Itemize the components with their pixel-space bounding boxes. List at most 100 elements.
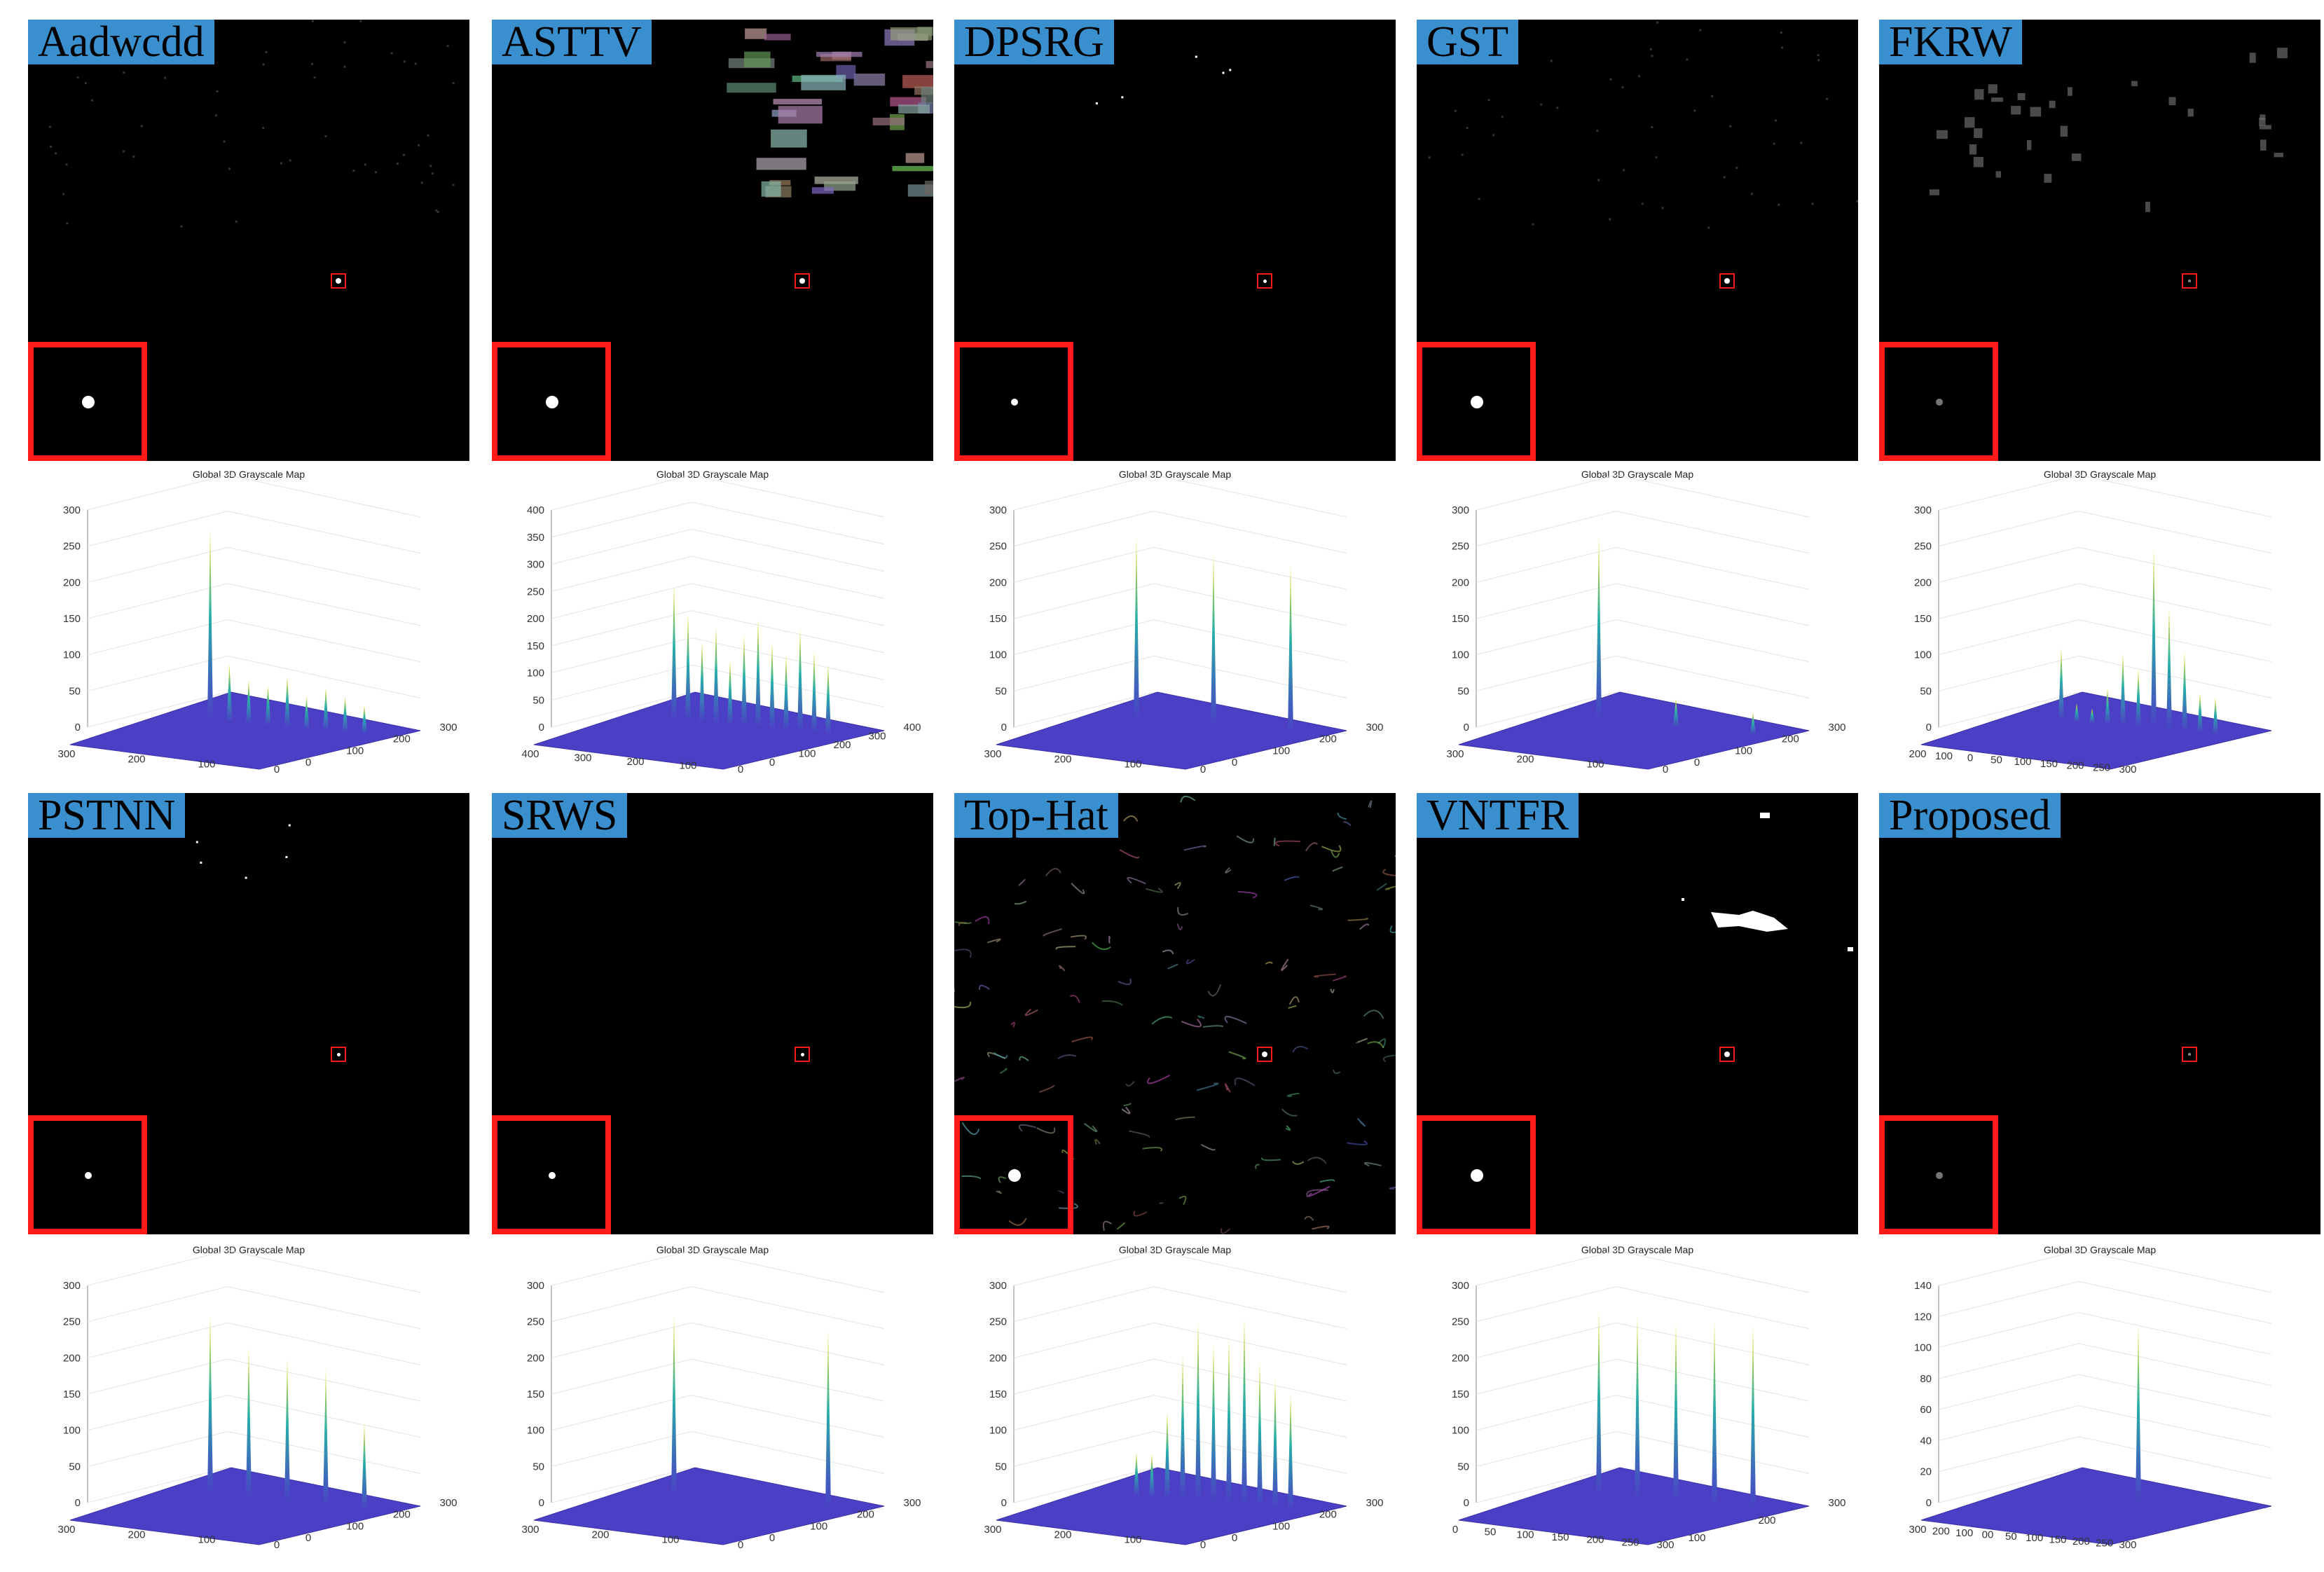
z-tick-label: 250 [63,541,81,553]
surface-peak [1226,1337,1232,1504]
surface-peak [265,685,271,726]
y-tick-label: 200 [393,1509,411,1521]
x-tick-label: 400 [521,748,539,760]
x-tick-label: 200 [1909,748,1926,760]
z-tick-label: 0 [1001,722,1007,733]
method-label: GST [1417,20,1519,64]
grayscale-3d-plot-pstnn: Global 3D Grayscale Map 0 50 100 150 200 250 30… [28,1243,469,1552]
surface-peak [1195,1320,1201,1501]
y-tick-label: 0 [305,1532,311,1544]
surface-peak [1211,1343,1216,1503]
z-tick-label: 300 [989,504,1007,516]
target-point [2188,1053,2191,1056]
target-point [799,278,805,284]
x-tick-label: 200 [591,1529,609,1540]
zoomed-target-inset [954,342,1073,461]
y-tick-label: 0 [1694,757,1700,768]
y-tick-label: 200 [393,733,411,745]
y-tick-label: 0 [305,757,311,768]
x-tick-label: 100 [1586,759,1604,771]
surface-peak [797,628,803,732]
surface-peak [1272,1378,1278,1508]
z-tick-label: 300 [63,504,81,516]
surface-base [533,1467,885,1545]
x-tick-label: 300 [1909,1524,1926,1536]
y-tick-label: 300 [439,722,457,733]
surface-peak [1596,1311,1602,1496]
x-tick-label: 100 [1516,1529,1534,1540]
x-tick-label: 300 [1446,748,1464,760]
z-tick-label: 250 [1452,1316,1469,1328]
surface-peak [825,1328,831,1510]
y-tick-label: 100 [346,1520,364,1532]
y-tick-label: 200 [1319,733,1337,745]
y-tick-label: 100 [1735,745,1752,757]
x-tick-label: 300 [574,752,591,764]
x-tick-label: 0 [1200,1539,1206,1551]
surface-base [996,691,1347,770]
detection-image-fkrw: FKRW [1879,20,2320,461]
x-tick-label: 300 [984,748,1001,760]
surface-peak [755,619,761,728]
zoomed-target-point [82,396,95,408]
plot-title: Global 3D Grayscale Map [656,1244,769,1255]
surface-peak [207,528,213,720]
z-tick-label: 250 [989,541,1007,553]
surface-peak [1673,1321,1679,1503]
surface-peak [207,1314,213,1496]
x-tick-label: 150 [1551,1531,1569,1543]
x-tick-label: 50 [1485,1526,1497,1538]
x-tick-label: 200 [626,756,644,768]
surface-peak [685,612,691,722]
y-tick-label: 100 [1272,745,1290,757]
z-tick-label: 50 [69,1461,81,1473]
target-roi-marker [1257,273,1272,289]
z-tick-label: 200 [527,1352,544,1364]
plot-title: Global 3D Grayscale Map [1119,1244,1232,1255]
surface-peak [323,1368,329,1506]
surface-peak [783,654,789,731]
detection-image-asttv: ASTTV [492,20,933,461]
grayscale-3d-plot-srws: Global 3D Grayscale Map 0 50 100 150 200 250 30… [492,1243,933,1552]
surface-peak [284,1358,290,1503]
z-tick-label: 100 [1914,649,1932,661]
surface-peak [246,680,252,724]
z-tick-label: 120 [1914,1311,1932,1323]
z-tick-label: 100 [527,1425,544,1437]
surface-peak [825,663,831,734]
x-tick-label: 100 [198,1534,215,1546]
x-tick-label: 100 [679,760,696,772]
background-texture [1682,813,1853,951]
x-tick-label: 200 [1932,1525,1950,1537]
surface-peak [1164,1412,1170,1498]
x-tick-label: 100 [1955,1527,1973,1539]
surface-peak [1750,1325,1756,1510]
z-tick-label: 250 [1914,541,1932,553]
x-tick-label: 300 [57,1524,75,1536]
surface-peak [2136,669,2141,727]
x-tick-label: 00 [1982,1529,1994,1540]
z-tick-label: 50 [69,685,81,697]
z-tick-label: 250 [63,1316,81,1328]
z-tick-label: 0 [1464,1497,1469,1509]
target-roi-marker [1719,1047,1735,1062]
z-tick-label: 50 [995,1461,1007,1473]
zoomed-target-point [1471,396,1483,408]
z-tick-label: 200 [1452,577,1469,588]
surface-peak [2197,693,2203,733]
zoomed-target-point [1471,1169,1483,1182]
plot-title: Global 3D Grayscale Map [193,1244,305,1255]
plot-title: Global 3D Grayscale Map [1119,469,1232,480]
grayscale-3d-plot-top-hat: Global 3D Grayscale Map 0 50 100 150 200 250 30… [954,1243,1396,1552]
x-tick-label: 0 [1200,764,1206,775]
surface-base [533,691,885,770]
z-tick-label: 200 [63,1352,81,1364]
surface-peak [303,696,310,729]
surface-peak [1288,564,1293,734]
x-tick-label: 200 [128,1529,145,1540]
grayscale-3d-plot-vntfr: Global 3D Grayscale Map 0 50 100 150 200 250 30… [1417,1243,1858,1552]
x-tick-label: 50 [1990,754,2002,766]
y-tick-label: 200 [857,1509,874,1521]
grayscale-3d-plot-fkrw: Global 3D Grayscale Map 0 50 100 150 200 250 30… [1879,468,2320,776]
z-tick-label: 300 [1452,504,1469,516]
